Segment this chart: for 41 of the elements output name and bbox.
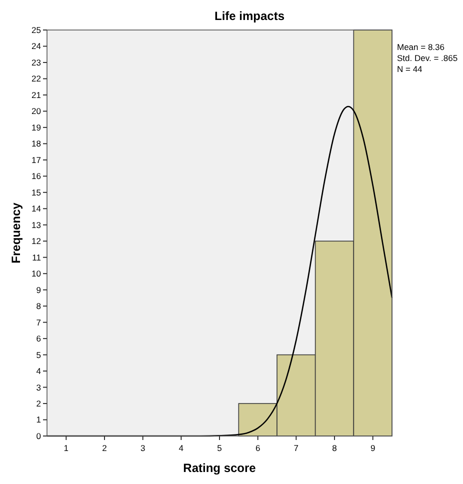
y-tick-label: 25 (32, 24, 42, 35)
x-tick-label: 9 (370, 443, 376, 453)
y-tick-label: 0 (36, 430, 42, 441)
text: N = 44 (397, 64, 423, 74)
y-tick-label: 4 (36, 366, 42, 376)
y-tick-label: 17 (32, 154, 42, 165)
y-tick-label: 8 (36, 301, 42, 312)
y-tick-label: 7 (36, 317, 42, 328)
y-tick-label: 3 (36, 382, 42, 392)
y-tick-label: 5 (36, 350, 42, 360)
y-tick-label: 13 (32, 220, 42, 230)
y-tick-label: 20 (32, 106, 42, 116)
y-tick-label: 19 (32, 122, 42, 132)
y-tick-label: 6 (36, 334, 42, 344)
x-tick-label: 5 (217, 443, 222, 453)
chart-title: Life impacts (214, 9, 285, 23)
y-tick-label: 9 (36, 284, 42, 295)
y-tick-label: 22 (32, 74, 42, 84)
y-tick-label: 23 (32, 57, 42, 68)
text: Std. Dev. = .865 (397, 53, 458, 63)
y-tick-label: 18 (32, 138, 42, 149)
y-tick-label: 24 (32, 41, 42, 52)
y-tick-label: 11 (32, 252, 42, 262)
y-tick-label: 10 (32, 268, 42, 279)
y-tick-label: 2 (36, 398, 42, 408)
y-tick-label: 14 (32, 204, 42, 214)
x-tick-label: 8 (332, 443, 338, 453)
y-tick-label: 16 (32, 171, 42, 182)
y-tick-label: 12 (32, 236, 42, 246)
x-axis-title: Rating score (183, 461, 256, 475)
y-tick-label: 1 (36, 414, 42, 425)
x-tick-label: 2 (102, 443, 108, 453)
y-tick-label: 15 (32, 187, 42, 198)
x-tick-label: 6 (255, 443, 260, 453)
text: Mean = 8.36 (397, 42, 445, 52)
y-tick-label: 21 (32, 90, 42, 100)
x-tick-label: 3 (140, 443, 146, 453)
x-tick-label: 4 (178, 443, 184, 453)
x-tick-label: 1 (64, 443, 69, 453)
y-axis-title: Frequency (9, 202, 23, 264)
x-tick-label: 7 (294, 443, 299, 453)
